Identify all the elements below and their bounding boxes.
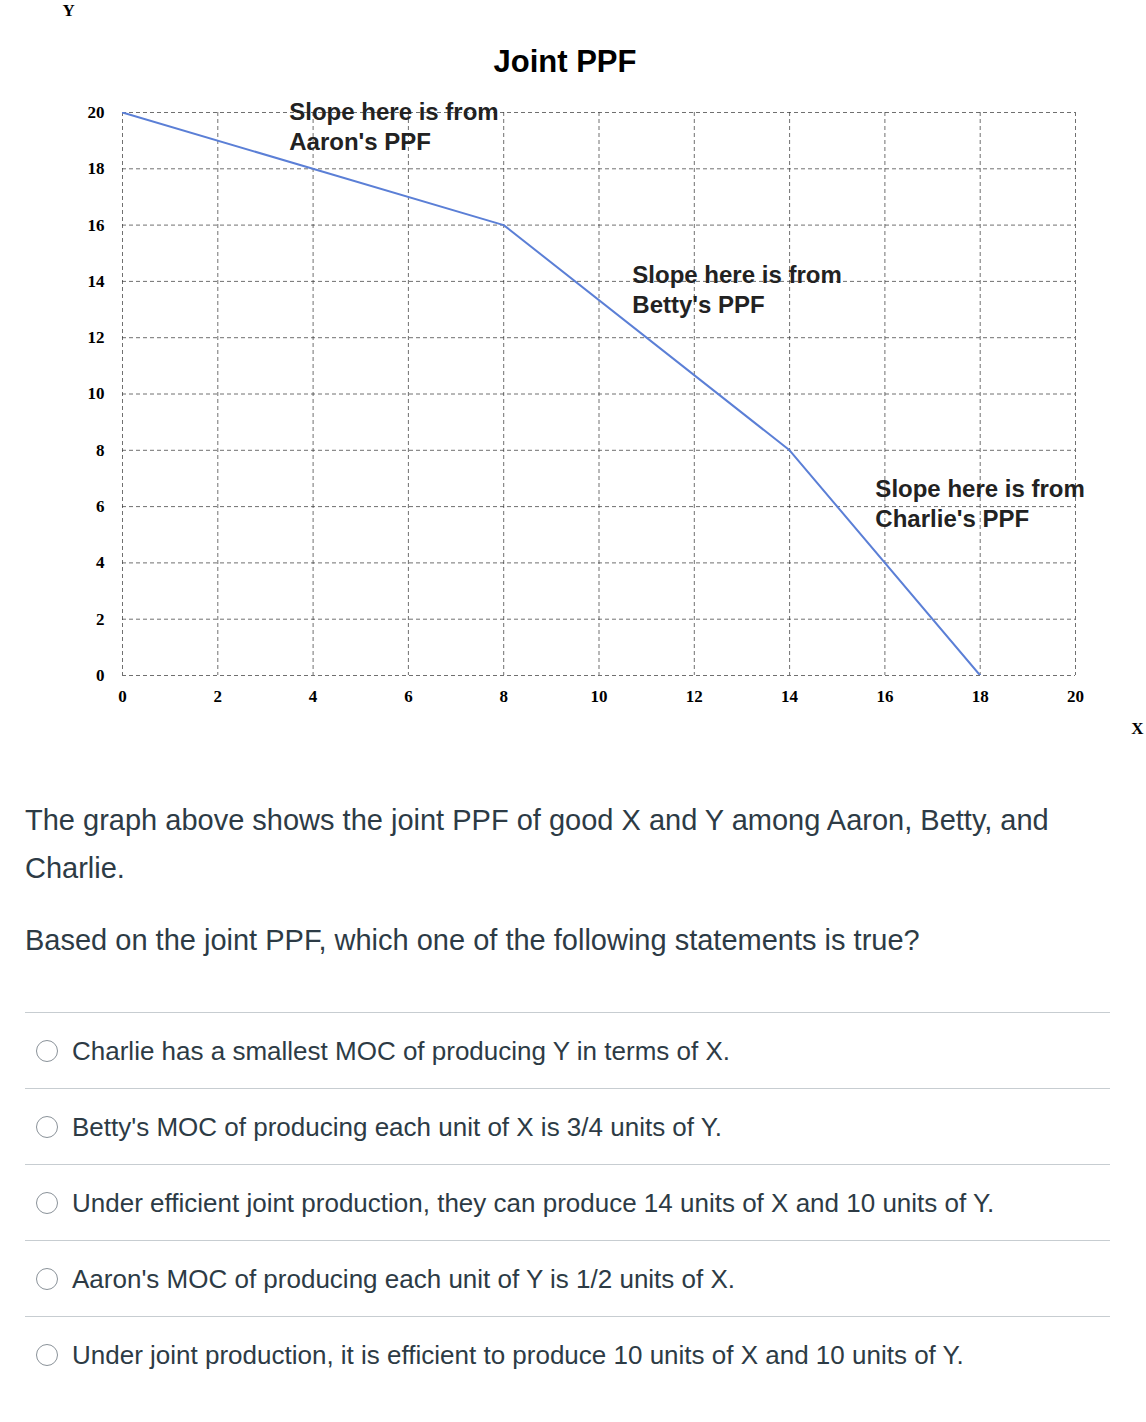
svg-text:6: 6 <box>404 687 413 706</box>
svg-text:18: 18 <box>972 687 989 706</box>
svg-text:X: X <box>1131 719 1144 738</box>
svg-text:0: 0 <box>96 666 105 685</box>
svg-text:4: 4 <box>309 687 318 706</box>
html-text:Aaron's MOC of producing each: Aaron's MOC of producing each unit of Y … <box>72 1263 735 1294</box>
svg-text:0: 0 <box>118 687 127 706</box>
svg-text:Y: Y <box>63 1 75 20</box>
html-text:Betty's MOC of producing each: Betty's MOC of producing each unit of X … <box>72 1111 722 1142</box>
html-text:Under joint production, it is: Under joint production, it is efficient … <box>72 1339 964 1370</box>
svg-text:12: 12 <box>88 328 105 347</box>
svg-text:8: 8 <box>96 441 105 460</box>
svg-text:16: 16 <box>876 687 893 706</box>
svg-text:2: 2 <box>96 610 105 629</box>
html-text:Charlie has a smallest MOC of: Charlie has a smallest MOC of producing … <box>72 1035 730 1066</box>
svg-text:14: 14 <box>781 687 799 706</box>
svg-text:Slope here is fromBetty's PPF: Slope here is fromBetty's PPF <box>632 261 841 318</box>
svg-text:10: 10 <box>591 687 608 706</box>
svg-text:Slope here is fromCharlie's PP: Slope here is fromCharlie's PPF <box>875 475 1084 532</box>
svg-text:8: 8 <box>499 687 508 706</box>
svg-text:Slope here is fromAaron's PPF: Slope here is fromAaron's PPF <box>289 98 498 155</box>
svg-text:16: 16 <box>88 216 105 235</box>
svg-text:12: 12 <box>686 687 703 706</box>
svg-text:18: 18 <box>88 159 105 178</box>
html-text:The graph above shows the join: The graph above shows the joint PPF of g… <box>25 804 1049 884</box>
svg-text:2: 2 <box>214 687 223 706</box>
svg-text:6: 6 <box>96 497 105 516</box>
svg-text:20: 20 <box>88 103 105 122</box>
html-text:Based on the joint PPF, which: Based on the joint PPF, which one of the… <box>25 924 920 956</box>
html-text:Under efficient joint producti: Under efficient joint production, they c… <box>72 1187 995 1218</box>
svg-text:20: 20 <box>1067 687 1084 706</box>
svg-text:4: 4 <box>96 553 105 572</box>
html-text:Joint PPF: Joint PPF <box>493 44 637 79</box>
svg-text:10: 10 <box>88 384 105 403</box>
svg-text:14: 14 <box>88 272 106 291</box>
